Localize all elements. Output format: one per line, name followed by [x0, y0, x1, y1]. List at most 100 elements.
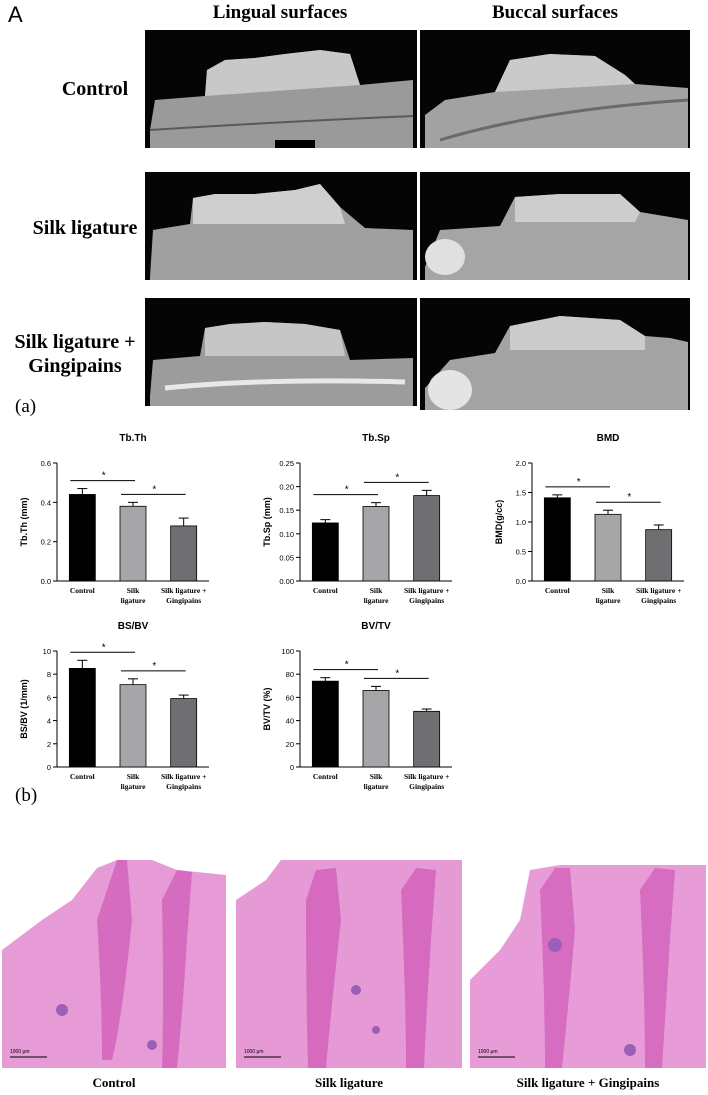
- bar: [170, 525, 198, 582]
- bar: [119, 684, 147, 768]
- category-label: ligature: [364, 596, 390, 605]
- bar: [170, 698, 198, 768]
- y-tick-label: 8: [47, 670, 51, 679]
- bar: [645, 529, 673, 582]
- histology-silk-gingipains: 1000 μm: [470, 860, 706, 1068]
- jaw-render: [425, 316, 688, 410]
- significance-star: *: [152, 661, 156, 672]
- category-label: Control: [313, 586, 338, 595]
- histology-image: [2, 860, 226, 1068]
- scale-bar-label: 1000 μm: [478, 1049, 498, 1055]
- y-tick-label: 0.15: [279, 506, 294, 515]
- category-label: ligature: [364, 782, 390, 791]
- category-label: Silk: [602, 586, 615, 595]
- y-tick-label: 80: [286, 670, 294, 679]
- histology-image: [470, 860, 706, 1068]
- category-label: Silk ligature +: [161, 586, 206, 595]
- jaw-render: [425, 194, 688, 280]
- y-tick-label: 0.5: [516, 548, 526, 557]
- significance-star: *: [627, 492, 631, 503]
- subpanel-label-a: (a): [15, 396, 37, 417]
- jaw-render: [150, 322, 413, 406]
- y-tick-label: 0.0: [41, 577, 51, 586]
- bar-charts-grid: Tb.Th0.00.20.40.6Tb.Th (mm)Control Silkli…: [19, 433, 684, 791]
- category-label: Control: [70, 586, 95, 595]
- jaw-render: [150, 184, 413, 280]
- category-label: Gingipains: [641, 596, 676, 605]
- row-label-silk-gingipains: Silk ligature + Gingipains: [0, 330, 150, 378]
- y-tick-label: 0.4: [41, 498, 51, 507]
- y-tick-label: 0.25: [279, 459, 294, 468]
- chart-title: BV/TV: [361, 621, 391, 632]
- y-tick-label: 0.05: [279, 553, 294, 562]
- significance-star: *: [395, 668, 399, 679]
- category-label: Silk ligature +: [636, 586, 681, 595]
- y-axis-label: Tb.Th (mm): [19, 498, 29, 547]
- bar: [362, 506, 390, 582]
- significance-star: *: [152, 484, 156, 495]
- bar: [594, 513, 622, 582]
- significance-star: *: [577, 477, 581, 488]
- jaw-render: [149, 50, 414, 148]
- histology-label-control: Control: [92, 1075, 136, 1090]
- category-label: ligature: [121, 782, 147, 791]
- bar: [413, 710, 441, 768]
- y-tick-label: 0.2: [41, 538, 51, 547]
- scale-bar-label: 1000 μm: [10, 1049, 30, 1055]
- y-tick-label: 6: [47, 693, 51, 702]
- category-label: ligature: [121, 596, 147, 605]
- y-tick-label: 2: [47, 740, 51, 749]
- category-label: Gingipains: [409, 782, 444, 791]
- y-tick-label: 0: [290, 763, 294, 772]
- y-axis-label: BS/BV (1/mm): [19, 679, 29, 739]
- y-tick-label: 0.0: [516, 577, 526, 586]
- category-label: Silk: [370, 772, 383, 781]
- category-label: ligature: [596, 596, 622, 605]
- y-tick-label: 0.00: [279, 577, 294, 586]
- bar: [362, 690, 390, 768]
- y-tick-label: 1.0: [516, 518, 526, 527]
- category-label: Gingipains: [166, 596, 201, 605]
- category-label: Silk: [127, 772, 140, 781]
- column-header-buccal: Buccal surfaces: [491, 2, 619, 23]
- y-tick-label: 40: [286, 717, 294, 726]
- chart-title: Tb.Th: [119, 433, 146, 444]
- y-tick-label: 0.10: [279, 530, 294, 539]
- significance-star: *: [395, 472, 399, 483]
- y-tick-label: 10: [43, 647, 51, 656]
- row-label-silk-ligature: Silk ligature: [32, 217, 138, 239]
- category-label: Gingipains: [166, 782, 201, 791]
- histology-label-silk: Silk ligature: [314, 1075, 384, 1090]
- category-label: Gingipains: [409, 596, 444, 605]
- row-label-control: Control: [61, 78, 129, 100]
- y-tick-label: 2.0: [516, 459, 526, 468]
- bar: [119, 505, 147, 582]
- microct-silk-buccal: [420, 172, 690, 280]
- category-label: Silk: [370, 586, 383, 595]
- panel-letter-a: A: [8, 2, 23, 27]
- scale-bar-label: 1000 μm: [244, 1049, 264, 1055]
- y-axis-label: BMD(g/cc): [494, 500, 504, 545]
- y-tick-label: 1.5: [516, 489, 526, 498]
- chart-title: Tb.Sp: [362, 433, 390, 444]
- column-header-lingual: Lingual surfaces: [212, 2, 348, 23]
- bar: [68, 667, 96, 768]
- microct-silk-gingipains-lingual: [145, 298, 417, 406]
- significance-star: *: [345, 660, 349, 671]
- category-label: Silk ligature +: [404, 586, 449, 595]
- y-tick-label: 20: [286, 740, 294, 749]
- bar: [68, 494, 96, 582]
- row-label-line: Silk ligature +: [14, 331, 136, 353]
- bar: [311, 522, 339, 582]
- category-label: Silk: [127, 586, 140, 595]
- bar: [311, 680, 339, 768]
- y-tick-label: 0.6: [41, 459, 51, 468]
- jaw-render: [425, 54, 689, 148]
- chart-title: BS/BV: [118, 621, 149, 632]
- microct-silk-lingual: [145, 172, 417, 280]
- category-label: Control: [70, 772, 95, 781]
- significance-star: *: [102, 471, 106, 482]
- row-label-line: Gingipains: [28, 355, 122, 377]
- histology-silk: 1000 μm: [236, 860, 462, 1068]
- category-label: Control: [545, 586, 570, 595]
